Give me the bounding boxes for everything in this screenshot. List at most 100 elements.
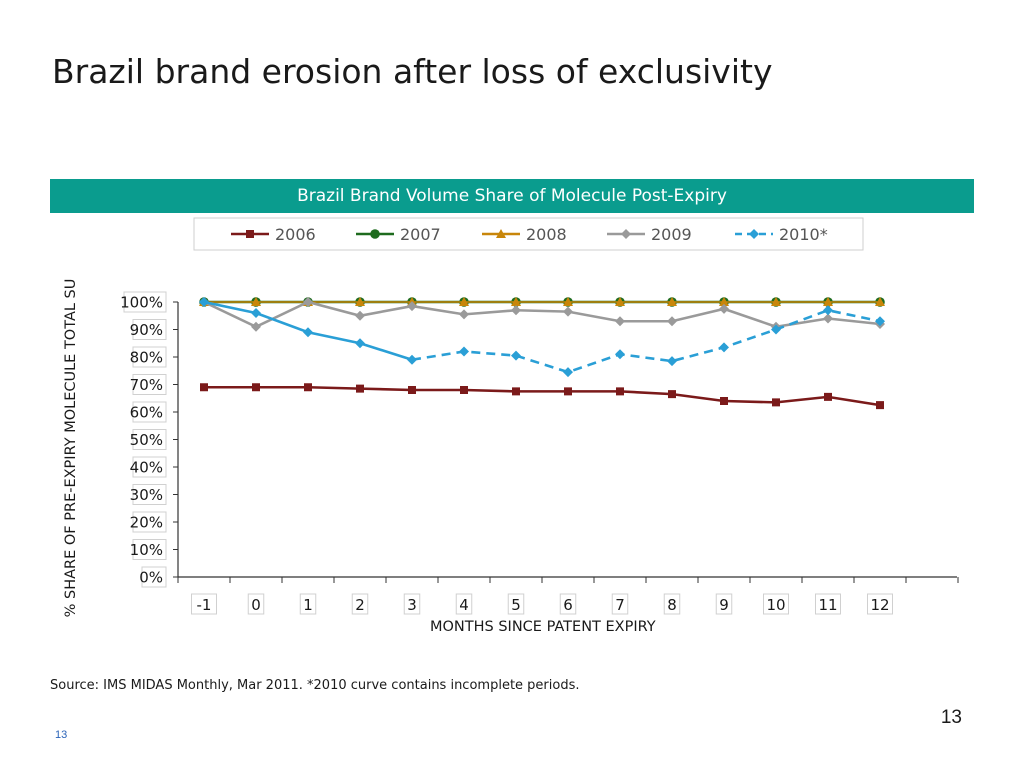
data-point [251,321,261,332]
data-point [512,387,520,396]
legend-marker [370,229,380,239]
legend-item: 2009 [607,225,692,244]
x-tick-label-box [763,593,789,615]
data-point [823,305,833,316]
data-point [303,327,313,338]
data-point [199,297,209,307]
data-point [615,349,625,360]
data-point [563,297,573,306]
legend-item: 2006 [231,225,316,244]
y-tick-label-box [141,566,167,588]
legend-label: 2009 [651,225,692,244]
y-tick-label: 20% [130,514,163,532]
data-point [459,309,469,320]
y-tick-label: 10% [130,541,163,559]
x-tick-label: 6 [563,596,573,614]
series-line-dashed [411,308,881,374]
legend-label: 2006 [275,225,316,244]
y-tick-label-box [132,511,167,533]
y-tick-label-box [132,374,167,395]
data-point [304,383,312,392]
series-line [204,385,881,407]
legend: 2006 2007 2008 2009 2010* [231,225,828,244]
data-point [303,297,313,307]
legend-item: 2008 [482,225,567,244]
data-point [720,397,728,405]
data-point [719,342,729,353]
x-tick-label-box [403,593,421,615]
x-tick-label-box [299,593,317,615]
legend-label: 2007 [400,225,441,244]
y-tick-label: 70% [130,376,163,394]
y-tick-label-box [132,346,167,368]
data-point [251,308,261,318]
x-tick-label: 7 [615,596,625,614]
chart-title-banner: Brazil Brand Volume Share of Molecule Po… [50,179,974,213]
x-tick-label: 12 [870,596,889,614]
footer-page-number: 13 [55,729,68,741]
y-axis: 100% 90% 80% 70% 60% 50% 40% 30% 20% 10% 0% [120,291,179,588]
data-point [615,316,625,327]
x-tick-label-box [247,593,265,615]
x-tick-label-box [507,593,525,615]
y-tick-label: 50% [130,431,163,449]
data-point [511,305,521,316]
legend-marker [621,229,631,239]
slide-title: Brazil brand erosion after loss of exclu… [52,52,773,91]
data-point [511,297,521,306]
data-point [564,387,572,396]
data-point [875,316,885,327]
data-point [667,356,677,367]
series-2006 [200,383,884,410]
y-tick-label-box [132,401,167,423]
data-point [667,297,677,306]
x-tick-label-box [663,593,681,615]
data-point [719,303,729,314]
x-tick-label: 3 [407,596,417,614]
data-point [355,310,365,321]
data-point [356,384,364,393]
y-tick-label-box [132,484,167,505]
x-tick-label-box [559,593,577,615]
data-point [667,316,677,327]
x-tick-label: 10 [766,596,785,614]
data-point [252,383,260,392]
data-point [460,386,468,394]
legend-item: 2007 [356,225,441,244]
data-point [563,306,573,317]
x-tick-label: 11 [818,596,837,614]
y-tick-label: 0% [139,569,163,587]
data-point [407,301,417,312]
data-point [876,401,884,410]
data-point [771,297,781,306]
x-tick-label-box [351,593,369,615]
data-point [200,383,208,392]
data-point [668,390,676,399]
data-point [407,354,417,365]
data-point [355,338,365,349]
x-tick-label: 4 [459,596,469,614]
x-tick-label-box [455,593,473,615]
series-2010 [199,297,885,378]
y-tick-label: 100% [120,294,163,312]
legend-label: 2010* [779,225,828,244]
y-tick-label: 40% [130,459,163,477]
plot-area [199,297,885,410]
y-tick-label: 90% [130,321,163,339]
data-point [355,297,365,306]
page-number: 13 [940,707,962,728]
data-point [615,297,625,306]
x-tick-label-box [815,593,841,615]
data-point [875,297,885,306]
x-axis-label: MONTHS SINCE PATENT EXPIRY [430,619,656,635]
y-tick-label-box [132,429,167,450]
legend-item: 2010* [735,225,828,244]
legend-label: 2008 [526,225,567,244]
x-tick-label: 5 [511,596,521,614]
data-point [824,392,832,401]
x-tick-label-box [191,593,217,615]
x-tick-label: 2 [355,596,365,614]
y-axis-label: % SHARE OF PRE-EXPIRY MOLECULE TOTAL SU [63,278,79,618]
data-point [719,297,729,306]
